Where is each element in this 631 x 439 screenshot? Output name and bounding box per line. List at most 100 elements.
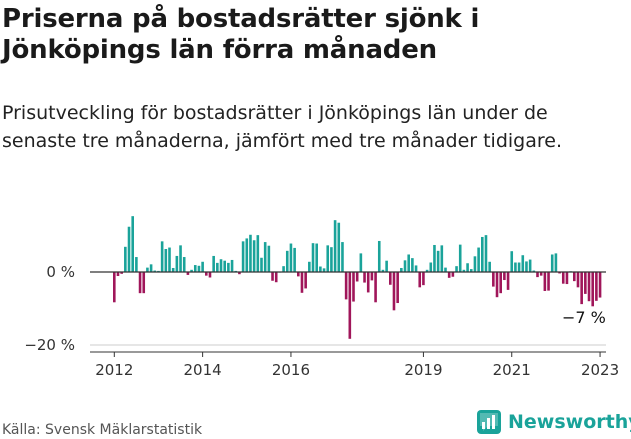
bar — [289, 243, 293, 272]
bar — [285, 250, 289, 272]
bar — [436, 250, 440, 272]
bar — [315, 243, 318, 272]
bar — [344, 272, 348, 300]
bar — [352, 272, 355, 302]
bar — [381, 269, 385, 272]
bar — [510, 251, 514, 272]
bar — [366, 272, 370, 293]
brand-name: Newsworthy — [508, 411, 631, 433]
bar — [197, 265, 201, 272]
bar — [440, 245, 444, 272]
bar — [311, 243, 315, 272]
x-tick-label: 2012 — [95, 361, 133, 379]
bar — [425, 269, 429, 272]
bar — [341, 242, 344, 272]
bar — [525, 261, 528, 272]
bar — [558, 272, 561, 274]
bar — [444, 267, 447, 272]
bar — [348, 272, 352, 339]
bar — [584, 272, 587, 294]
bar — [175, 255, 179, 272]
bar — [554, 253, 558, 272]
bar — [528, 259, 532, 272]
bar — [433, 244, 436, 272]
bar — [477, 247, 480, 272]
bar — [337, 222, 341, 272]
bar — [308, 261, 311, 272]
bar — [565, 272, 569, 285]
bar — [521, 255, 525, 272]
bar — [469, 269, 473, 272]
bar — [499, 272, 502, 294]
bar — [363, 272, 366, 283]
bar — [149, 264, 153, 272]
bar — [212, 255, 215, 272]
bar — [171, 267, 175, 272]
bar — [532, 270, 536, 272]
last-value-annotation: −7 % — [562, 308, 606, 327]
newsworthy-logo-icon — [477, 410, 501, 434]
bar — [216, 262, 219, 273]
bar — [160, 241, 164, 272]
bar — [407, 254, 410, 272]
y-tick-label: −20 % — [24, 336, 75, 354]
chart-subtitle: Prisutveckling för bostadsrätter i Jönkö… — [2, 102, 562, 152]
bar — [274, 272, 278, 283]
bar — [414, 265, 418, 272]
x-tick-label: 2014 — [184, 361, 222, 379]
bar — [455, 266, 458, 272]
bar — [473, 256, 477, 272]
bar — [506, 272, 510, 290]
bar — [208, 272, 212, 278]
bar — [503, 272, 506, 281]
x-tick-label: 2023 — [581, 361, 619, 379]
bar — [135, 257, 138, 272]
bar — [539, 272, 543, 276]
bar — [205, 272, 208, 276]
bar — [392, 272, 396, 311]
bar — [598, 272, 602, 298]
source-note: Källa: Svensk Mäklarstatistik — [2, 422, 203, 438]
bar — [429, 262, 433, 272]
bar — [201, 261, 204, 272]
bar — [300, 272, 304, 293]
bar — [241, 241, 245, 272]
bar — [113, 272, 116, 303]
bar — [422, 272, 425, 286]
bar — [359, 253, 363, 272]
bar — [297, 272, 300, 277]
bar — [293, 247, 296, 272]
bar — [374, 272, 377, 303]
bar — [330, 247, 333, 272]
bar — [595, 272, 598, 301]
bar — [543, 272, 547, 291]
bar — [580, 272, 583, 305]
bar — [131, 216, 134, 272]
bar — [146, 267, 149, 272]
bar — [168, 247, 171, 272]
axis-layer: 0 % −20 % 2012 2014 2016 2019 2021 2023 — [24, 263, 619, 379]
x-tick-label: 2021 — [493, 361, 531, 379]
bar — [550, 254, 554, 272]
bar — [488, 261, 491, 272]
bar — [377, 240, 381, 272]
bar — [319, 266, 322, 272]
bar — [451, 272, 455, 277]
bar — [333, 220, 337, 272]
bar — [322, 268, 326, 272]
bar — [120, 272, 123, 274]
bar — [561, 272, 565, 284]
bar — [182, 257, 186, 272]
bars-layer — [113, 216, 602, 339]
bar — [517, 262, 521, 272]
bar — [403, 260, 407, 272]
bar — [370, 272, 374, 281]
bar — [591, 272, 594, 307]
bar — [190, 269, 193, 272]
bar — [179, 245, 182, 272]
bar — [260, 257, 263, 272]
bar — [355, 272, 359, 282]
bar — [164, 249, 168, 272]
bar — [193, 265, 197, 272]
bar — [238, 272, 241, 275]
